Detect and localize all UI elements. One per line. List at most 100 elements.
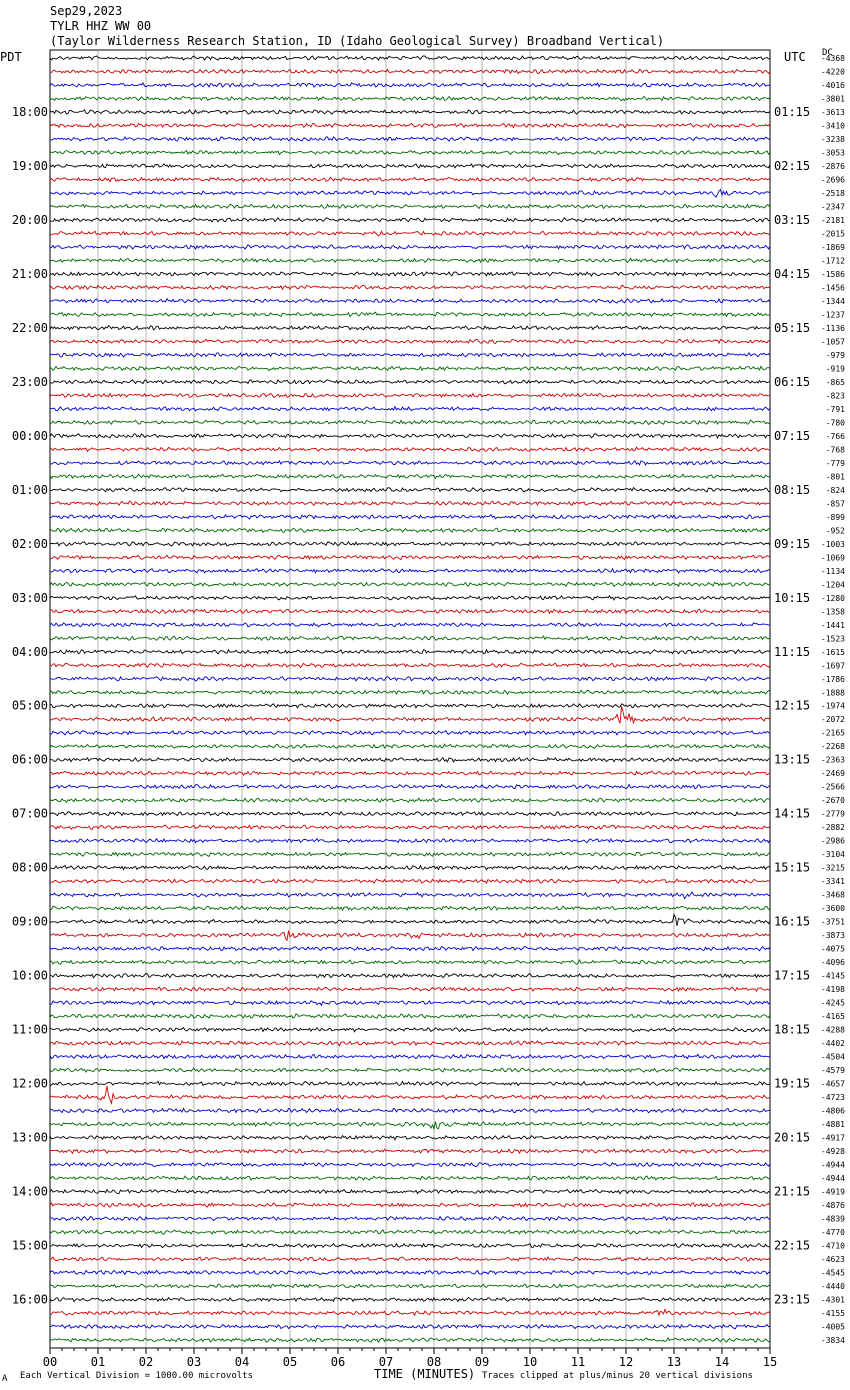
utc-hour-label: 16:15: [774, 915, 810, 929]
seismic-trace: [49, 1269, 771, 1276]
seismic-trace: [49, 594, 771, 601]
seismic-trace: [49, 958, 771, 965]
dc-offset-label: -3410: [821, 121, 845, 130]
pdt-hour-label: 22:00: [12, 321, 48, 335]
dc-offset-label: -3600: [821, 904, 845, 913]
dc-offset-label: -1697: [821, 661, 845, 670]
seismic-trace: [49, 1067, 771, 1073]
seismic-trace: [49, 433, 771, 439]
pdt-hour-label: 23:00: [12, 375, 48, 389]
seismic-trace: [49, 1215, 771, 1222]
seismic-trace: [49, 419, 771, 425]
utc-hour-label: 02:15: [774, 159, 810, 173]
dc-offset-label: -979: [826, 351, 845, 360]
seismic-trace: [49, 930, 771, 942]
utc-hour-label: 22:15: [774, 1239, 810, 1253]
pdt-hour-label: 02:00: [12, 537, 48, 551]
timezone-left-label: PDT: [0, 50, 22, 64]
dc-offset-label: -4881: [821, 1120, 845, 1129]
station-description: (Taylor Wilderness Research Station, ID …: [50, 34, 665, 48]
dc-offset-label: -1003: [821, 540, 845, 549]
timezone-right-label: UTC: [784, 50, 806, 64]
dc-offset-label: -4096: [821, 958, 845, 967]
dc-offset-label: -4440: [821, 1282, 845, 1291]
seismic-trace: [49, 913, 771, 926]
dc-offset-label: -4919: [821, 1188, 845, 1197]
seismic-trace: [49, 55, 771, 61]
seismic-trace: [49, 1229, 771, 1235]
dc-offset-label: -1712: [821, 256, 845, 265]
dc-offset-label: -4917: [821, 1134, 845, 1143]
seismic-trace: [49, 351, 771, 358]
dc-offset-label: -1456: [821, 283, 845, 292]
dc-offset-label: -3053: [821, 148, 845, 157]
dc-offset-label: -4245: [821, 999, 845, 1008]
dc-offset-label: -4368: [821, 54, 845, 63]
seismic-trace: [49, 82, 771, 88]
dc-offset-label: -1523: [821, 634, 845, 643]
x-tick-label: 12: [619, 1355, 633, 1369]
utc-hour-label: 11:15: [774, 645, 810, 659]
clipping-note: Traces clipped at plus/minus 20 vertical…: [482, 1371, 753, 1381]
utc-hour-label: 12:15: [774, 699, 810, 713]
dc-offset-label: -3873: [821, 931, 845, 940]
seismic-trace: [49, 338, 771, 345]
dc-offset-label: -4301: [821, 1296, 845, 1305]
dc-offset-label: -2670: [821, 796, 845, 805]
utc-hour-label: 01:15: [774, 105, 810, 119]
dc-offset-label: -4944: [821, 1174, 845, 1183]
dc-offset-label: -3238: [821, 135, 845, 144]
seismic-trace: [49, 1121, 771, 1131]
vertical-scale-note: Each Vertical Division = 1000.00 microvo…: [20, 1371, 253, 1381]
seismic-trace: [49, 365, 771, 372]
seismic-trace: [49, 1107, 771, 1114]
seismic-trace: [49, 905, 771, 912]
seismic-trace: [50, 230, 771, 237]
seismic-trace: [49, 405, 771, 412]
seismic-trace: [49, 513, 771, 520]
dc-offset-label: -4806: [821, 1107, 845, 1116]
seismic-trace: [49, 203, 771, 210]
x-tick-label: 11: [571, 1355, 585, 1369]
pdt-hour-label: 10:00: [12, 969, 48, 983]
dc-offset-label: -1869: [821, 243, 845, 252]
dc-offset-label: -2882: [821, 823, 845, 832]
seismic-trace: [49, 567, 771, 574]
pdt-hour-label: 05:00: [12, 699, 48, 713]
dc-offset-label: -4288: [821, 1026, 845, 1035]
utc-hour-label: 06:15: [774, 375, 810, 389]
seismic-trace: [49, 608, 771, 615]
dc-offset-label: -4710: [821, 1242, 845, 1251]
seismic-trace: [49, 149, 771, 156]
pdt-hour-label: 12:00: [12, 1077, 48, 1091]
pdt-hour-label: 20:00: [12, 213, 48, 227]
dc-offset-label: -2876: [821, 162, 845, 171]
dc-offset-label: -4145: [821, 972, 845, 981]
seismic-trace: [49, 486, 771, 493]
seismic-trace: [49, 730, 771, 736]
dc-offset-label: -1358: [821, 607, 845, 616]
seismic-trace: [49, 1296, 771, 1303]
utc-hour-label: 08:15: [774, 483, 810, 497]
seismic-trace: [49, 122, 771, 129]
dc-offset-label: -780: [826, 418, 845, 427]
seismic-trace: [49, 1323, 771, 1330]
seismic-trace: [49, 244, 771, 250]
dc-offset-label: -4770: [821, 1228, 845, 1237]
x-tick-label: 05: [283, 1355, 297, 1369]
seismic-trace: [49, 136, 771, 142]
seismic-trace: [49, 1026, 771, 1033]
seismic-trace: [49, 311, 771, 318]
dc-offset-label: -1280: [821, 594, 845, 603]
seismic-trace: [49, 986, 771, 992]
seismic-trace: [49, 770, 771, 776]
pdt-hour-label: 18:00: [12, 105, 48, 119]
utc-hour-label: 20:15: [774, 1131, 810, 1145]
utc-hour-label: 23:15: [774, 1293, 810, 1307]
seismic-trace: [49, 1134, 771, 1141]
plot-date: Sep29,2023: [50, 4, 123, 18]
seismic-trace: [49, 188, 771, 198]
seismic-trace: [49, 891, 771, 900]
seismic-trace: [49, 1256, 771, 1262]
seismic-trace: [49, 176, 771, 183]
